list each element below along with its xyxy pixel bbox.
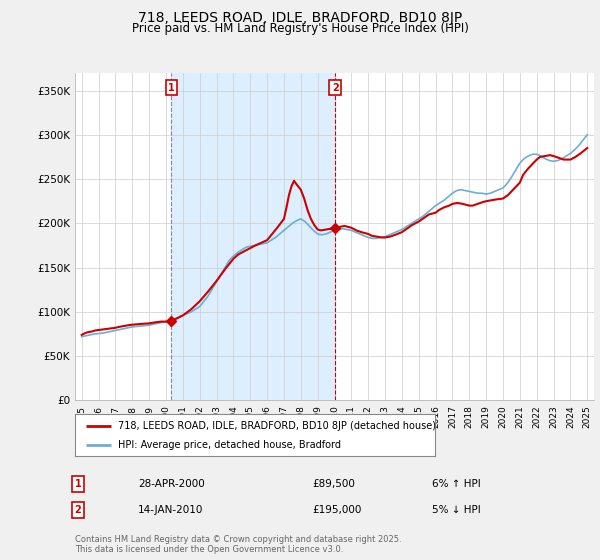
- Text: HPI: Average price, detached house, Bradford: HPI: Average price, detached house, Brad…: [118, 440, 341, 450]
- Text: 5% ↓ HPI: 5% ↓ HPI: [432, 505, 481, 515]
- Text: Contains HM Land Registry data © Crown copyright and database right 2025.
This d: Contains HM Land Registry data © Crown c…: [75, 535, 401, 554]
- Text: 1: 1: [74, 479, 82, 489]
- Text: 28-APR-2000: 28-APR-2000: [138, 479, 205, 489]
- Text: £195,000: £195,000: [312, 505, 361, 515]
- Text: 6% ↑ HPI: 6% ↑ HPI: [432, 479, 481, 489]
- Bar: [172, 73, 335, 400]
- Text: 14-JAN-2010: 14-JAN-2010: [138, 505, 203, 515]
- Text: Price paid vs. HM Land Registry's House Price Index (HPI): Price paid vs. HM Land Registry's House …: [131, 22, 469, 35]
- Text: 2: 2: [74, 505, 82, 515]
- Text: 2: 2: [332, 82, 338, 92]
- Text: £89,500: £89,500: [312, 479, 355, 489]
- Text: 1: 1: [168, 82, 175, 92]
- Text: 718, LEEDS ROAD, IDLE, BRADFORD, BD10 8JP: 718, LEEDS ROAD, IDLE, BRADFORD, BD10 8J…: [138, 11, 462, 25]
- Text: 718, LEEDS ROAD, IDLE, BRADFORD, BD10 8JP (detached house): 718, LEEDS ROAD, IDLE, BRADFORD, BD10 8J…: [118, 421, 436, 431]
